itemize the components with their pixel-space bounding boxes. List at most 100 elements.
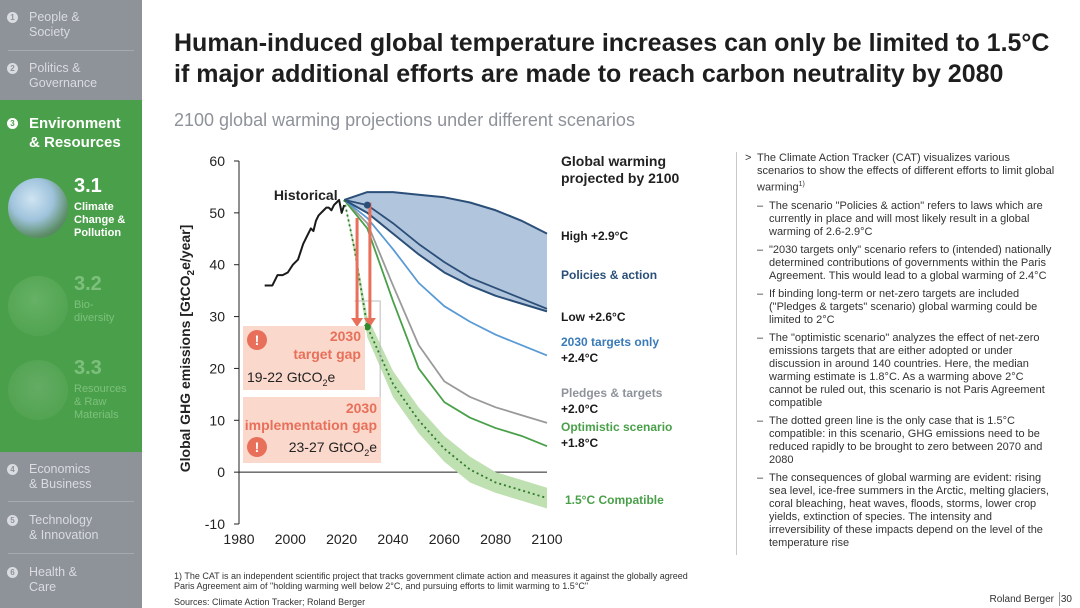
chart-lines	[264, 191, 548, 499]
nav-number-badge: 6	[7, 567, 18, 578]
subnav-number: 3.3	[74, 357, 102, 379]
subnav-climate-change[interactable]: 3.1 Climate Change & Pollution	[0, 174, 142, 252]
compatible-dotted-line	[343, 199, 548, 499]
arrow-icon: >	[745, 152, 752, 164]
subnav-number: 3.2	[74, 273, 102, 295]
series-end-label: 2030 targets only	[561, 335, 659, 349]
warning-icon: !	[247, 330, 267, 350]
panel-bullet: – The consequences of global warming are …	[745, 472, 1056, 550]
x-tick-label: 2060	[429, 531, 460, 547]
implementation-gap-year: 2030	[345, 400, 377, 416]
nav-label: Care	[29, 580, 57, 594]
series-end-value: +2.4°C	[561, 351, 598, 365]
legend-title: projected by 2100	[561, 170, 679, 186]
bullet-text: If binding long-term or net-zero targets…	[769, 287, 1038, 326]
target-gap-box: ! 2030 target gap 19-22 GtCO2e	[243, 326, 365, 390]
nav-label: Economics	[29, 462, 91, 476]
target-gap-title: target gap	[293, 346, 361, 362]
bullet-text: The "optimistic scenario" analyzes the e…	[769, 331, 1045, 409]
panel-bullet: – The dotted green line is the only case …	[745, 415, 1056, 467]
subnav-label: Materials	[74, 409, 119, 421]
policies-action-line	[344, 199, 548, 310]
target-gap-value: 19-22 GtCO2e	[247, 369, 361, 388]
brand-name: Roland Berger	[989, 594, 1054, 605]
subnav-resources[interactable]: 3.3 Resources & Raw Materials	[0, 356, 142, 434]
subnav-label: Resources	[74, 383, 127, 395]
warning-icon: !	[247, 437, 267, 457]
chart-subtitle: 2100 global warming projections under di…	[174, 110, 635, 130]
nav-label: & Business	[29, 477, 92, 491]
compatible-uncertainty-band	[344, 199, 547, 509]
subnav-biodiversity[interactable]: 3.2 Bio-diversity	[0, 272, 142, 350]
subnav-label: Climate	[74, 201, 114, 213]
nav-label: Society	[29, 25, 70, 39]
x-tick-label: 2000	[275, 531, 306, 547]
subnav-label: Pollution	[74, 227, 122, 239]
x-tick-label: 1980	[223, 531, 254, 547]
implementation-gap-title: implementation gap	[244, 417, 377, 433]
nav-number-badge: 3	[7, 118, 18, 129]
target-gap-year: 2030	[329, 328, 361, 344]
nav-divider	[8, 553, 134, 554]
dash-icon: –	[757, 243, 764, 256]
x-tick-label: 2020	[326, 531, 357, 547]
climate-thumbnail-image	[8, 178, 68, 238]
historical-line	[264, 198, 346, 287]
panel-bullet: – The "optimistic scenario" analyzes the …	[745, 332, 1056, 410]
historical-label: Historical	[274, 187, 338, 203]
bullet-text: The dotted green line is the only case t…	[769, 414, 1043, 466]
optimistic-scenario-line	[343, 199, 548, 448]
policies-2030-marker	[363, 201, 371, 209]
y-tick-label: 20	[209, 360, 225, 376]
series-end-value: +1.8°C	[561, 436, 598, 450]
footnote-line: 1) The CAT is an independent scientific …	[174, 571, 688, 581]
subnav-label: Change &	[74, 214, 126, 226]
footer-divider	[1059, 592, 1060, 606]
resources-thumbnail-image	[8, 360, 68, 420]
series-end-label: Pledges & targets	[561, 386, 663, 400]
dash-icon: –	[757, 199, 764, 212]
subnav-label: diversity	[74, 312, 115, 324]
target-gap-arrow-head	[351, 317, 364, 327]
panel-intro-text: The Climate Action Tracker (CAT) visuali…	[757, 152, 1055, 194]
nav-divider	[8, 50, 134, 51]
title-line-2: if major additional efforts are made to …	[174, 60, 1004, 88]
sources: Sources: Climate Action Tracker; Roland …	[174, 597, 366, 607]
nav-number-badge: 5	[7, 515, 18, 526]
compatible-2030-marker	[363, 323, 371, 331]
nav-label: & Resources	[29, 134, 121, 151]
panel-bullet: – "2030 targets only" scenario refers to …	[745, 244, 1056, 283]
nav-label: Environment	[29, 115, 121, 132]
explanation-panel: > The Climate Action Tracker (CAT) visual…	[736, 152, 1056, 555]
y-tick-label: 50	[209, 205, 225, 221]
x-tick-label: 2080	[480, 531, 511, 547]
y-tick-label: 0	[217, 464, 225, 480]
bullet-text: The scenario "Policies & action" refers …	[769, 199, 1043, 238]
high-line	[343, 191, 548, 235]
sidebar: 1 People & Society 2 Politics & Governance…	[0, 0, 142, 608]
nav-number-badge: 4	[7, 464, 18, 475]
title-line-1: Human-induced global temperature increas…	[174, 29, 1050, 57]
biodiversity-thumbnail-image	[8, 276, 68, 336]
y-axis-label: Global GHG emissions [GtCO2e/year]	[177, 225, 197, 473]
subnav-number: 3.1	[74, 175, 102, 197]
y-tick-label: 10	[209, 412, 225, 428]
high-low-range-area	[344, 192, 547, 312]
implementation-gap-box: 2030 implementation gap ! 23-27 GtCO2e	[243, 397, 381, 463]
nav-label: Politics &	[29, 61, 81, 75]
y-tick-label: 30	[209, 309, 225, 325]
target-gap-value-text: 19-22 GtCO2e	[247, 369, 336, 388]
nav-label: Governance	[29, 76, 98, 90]
y-tick-label: -10	[205, 516, 225, 532]
dash-icon: –	[757, 331, 764, 344]
subnav-label: Bio-	[74, 299, 94, 311]
implementation-gap-value-text: 23-27 GtCO2e	[288, 439, 377, 458]
dash-icon: –	[757, 414, 764, 427]
panel-bullet: – If binding long-term or net-zero target…	[745, 288, 1056, 327]
nav-label: Health &	[29, 565, 77, 579]
nav-label: & Innovation	[29, 528, 99, 542]
panel-intro: > The Climate Action Tracker (CAT) visual…	[745, 152, 1055, 194]
series-end-label: 1.5°C Compatible	[565, 493, 664, 507]
